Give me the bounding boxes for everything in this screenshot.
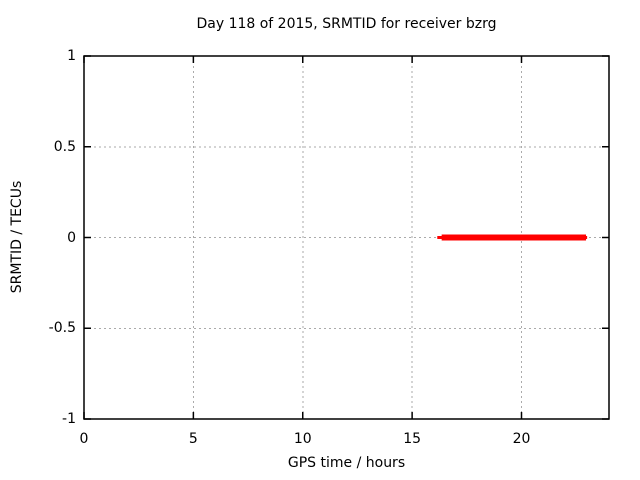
y-axis-label: SRMTID / TECUs — [9, 180, 25, 294]
chart-title: Day 118 of 2015, SRMTID for receiver bzr… — [196, 16, 497, 32]
x-axis-label: GPS time / hours — [287, 455, 406, 471]
